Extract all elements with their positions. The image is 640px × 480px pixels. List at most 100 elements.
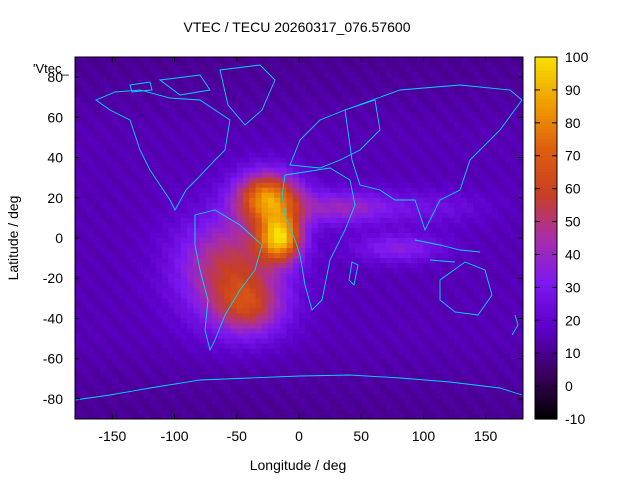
heat-cell	[118, 142, 126, 148]
heat-cell	[435, 353, 443, 360]
heat-cell	[398, 57, 406, 63]
heat-cell	[510, 137, 518, 143]
heat-cell	[355, 62, 362, 68]
heat-cell	[168, 227, 176, 234]
heat-cell	[411, 323, 418, 329]
heat-cell	[479, 67, 487, 73]
heat-cell	[404, 102, 412, 108]
heat-cell	[230, 358, 238, 365]
heat-cell	[404, 333, 412, 340]
heat-cell	[280, 192, 288, 199]
heat-cell	[473, 227, 480, 234]
heat-cell	[454, 268, 462, 274]
heat-cell	[361, 212, 368, 219]
heat-cell	[305, 117, 312, 123]
heat-cell	[193, 57, 200, 63]
heat-cell	[498, 393, 505, 400]
heat-cell	[211, 388, 219, 395]
heat-cell	[417, 298, 424, 304]
heat-cell	[510, 157, 518, 164]
heat-cell	[355, 248, 362, 254]
heat-cell	[467, 92, 474, 98]
heat-cell	[361, 87, 368, 93]
heat-cell	[292, 142, 300, 148]
heat-cell	[373, 152, 381, 159]
heat-cell	[330, 248, 337, 254]
heat-cell	[454, 142, 462, 148]
heat-cell	[479, 313, 487, 319]
heat-cell	[205, 212, 213, 219]
heat-cell	[367, 227, 375, 234]
heat-cell	[379, 102, 387, 108]
heat-cell	[373, 258, 381, 264]
heat-cell	[168, 288, 176, 294]
heat-cell	[155, 172, 163, 179]
heat-cell	[336, 258, 344, 264]
heat-cell	[398, 373, 406, 380]
heat-cell	[516, 313, 524, 319]
heat-cell	[193, 197, 200, 204]
heat-cell	[429, 172, 437, 179]
heat-cell	[255, 388, 263, 395]
heat-cell	[448, 343, 456, 350]
heat-cell	[342, 328, 350, 335]
heat-cell	[230, 77, 238, 83]
heat-cell	[199, 172, 207, 179]
heat-cell	[274, 172, 281, 179]
heat-cell	[467, 67, 474, 73]
heat-cell	[348, 172, 356, 179]
heat-cell	[411, 77, 418, 83]
heat-cell	[317, 102, 325, 108]
heat-cell	[398, 192, 406, 199]
heat-cell	[243, 187, 250, 194]
heat-cell	[355, 298, 362, 304]
heat-cell	[267, 358, 275, 365]
heat-cell	[280, 368, 288, 375]
heat-cell	[180, 212, 188, 219]
heat-cell	[261, 288, 269, 294]
heat-cell	[361, 92, 368, 98]
heat-cell	[106, 288, 113, 294]
heat-cell	[454, 273, 462, 279]
heat-cell	[323, 338, 331, 345]
heat-cell	[106, 388, 113, 395]
heat-cell	[112, 258, 120, 264]
heat-cell	[112, 358, 120, 365]
heat-cell	[323, 243, 331, 249]
heat-cell	[367, 238, 375, 244]
heat-cell	[292, 343, 300, 350]
heat-cell	[317, 293, 325, 299]
heat-cell	[311, 107, 319, 113]
heat-cell	[267, 117, 275, 123]
heat-cell	[379, 288, 387, 294]
heat-cell	[137, 222, 144, 229]
heat-cell	[106, 318, 113, 324]
heat-cell	[187, 303, 194, 309]
heat-cell	[342, 263, 350, 269]
heat-cell	[187, 117, 194, 123]
heat-cell	[112, 333, 120, 340]
heat-cell	[162, 363, 169, 370]
heat-cell	[224, 283, 232, 289]
heat-cell	[218, 338, 225, 345]
heat-cell	[373, 217, 381, 224]
heat-cell	[280, 268, 288, 274]
heat-cell	[224, 303, 232, 309]
heat-cell	[355, 87, 362, 93]
heat-cell	[398, 152, 406, 159]
heat-cell	[255, 323, 263, 329]
heat-cell	[255, 373, 263, 380]
heat-cell	[174, 238, 182, 244]
heat-cell	[498, 323, 505, 329]
heat-cell	[286, 72, 294, 78]
heat-cell	[342, 142, 350, 148]
heat-cell	[448, 388, 456, 395]
heat-cell	[137, 62, 144, 68]
heat-cell	[485, 308, 493, 314]
heat-cell	[386, 333, 393, 340]
heat-cell	[224, 167, 232, 174]
heat-cell	[112, 303, 120, 309]
heat-cell	[485, 87, 493, 93]
heat-cell	[174, 122, 182, 128]
heat-cell	[305, 187, 312, 194]
